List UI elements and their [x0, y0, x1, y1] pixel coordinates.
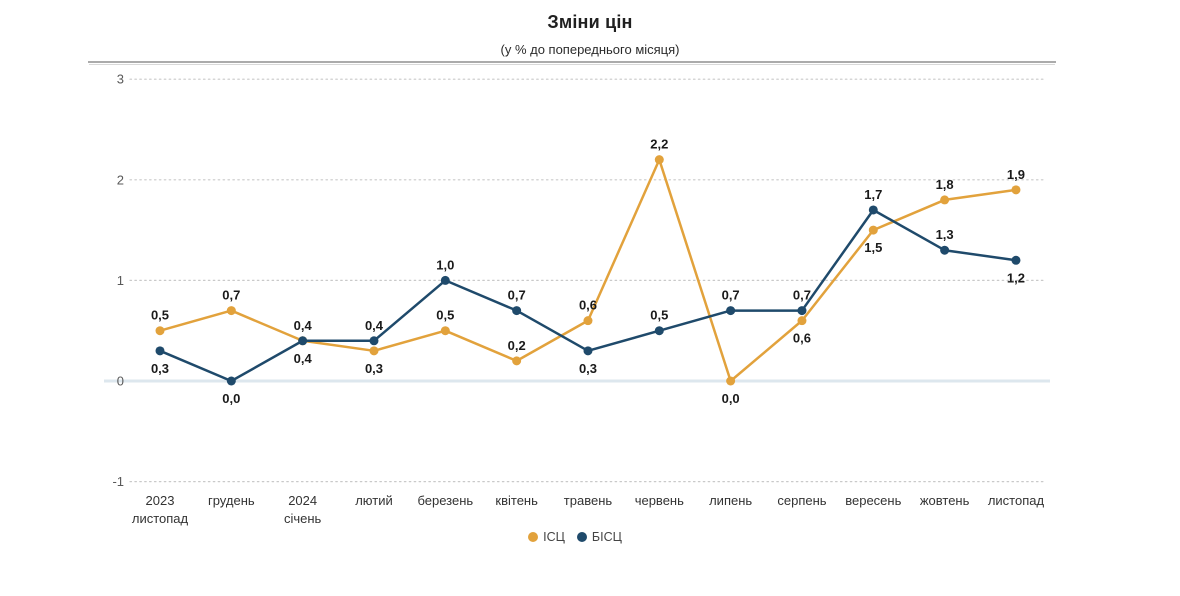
data-point-icp[interactable]	[155, 326, 165, 336]
x-tick-label: жовтень	[920, 493, 970, 508]
value-label-icp: 0,6	[793, 331, 811, 346]
legend-dot-bicp	[576, 532, 587, 542]
data-point-icp[interactable]	[369, 346, 379, 356]
legend-item-icp[interactable]: ІСЦ	[528, 530, 565, 544]
data-point-bicp[interactable]	[797, 306, 807, 316]
x-tick-label: лютий	[355, 493, 393, 508]
x-tick-label: січень	[284, 511, 322, 526]
data-point-icp[interactable]	[797, 316, 807, 326]
x-tick-label: травень	[564, 493, 613, 508]
value-label-icp: 2,2	[650, 137, 668, 152]
y-tick-label: 2	[117, 172, 124, 187]
value-label-icp: 0,5	[436, 308, 454, 323]
value-label-bicp: 1,2	[1007, 270, 1025, 285]
value-label-bicp: 0,3	[579, 361, 597, 376]
data-point-bicp[interactable]	[512, 306, 522, 316]
value-label-icp: 0,0	[722, 391, 740, 406]
series-line-bicp	[158, 208, 1018, 383]
data-point-bicp[interactable]	[298, 336, 308, 346]
chart-legend: ІСЦ БІСЦ	[100, 527, 1050, 547]
x-tick-label: листопад	[132, 511, 189, 526]
x-tick-label: 2024	[288, 493, 317, 508]
data-point-icp[interactable]	[1011, 185, 1021, 195]
data-point-icp[interactable]	[512, 356, 522, 366]
data-point-icp[interactable]	[940, 195, 950, 205]
chart-title: Зміни цін	[547, 12, 633, 32]
data-point-bicp[interactable]	[654, 326, 664, 336]
value-label-bicp: 1,0	[436, 257, 454, 272]
x-tick-label: червень	[635, 493, 684, 508]
x-tick-label: серпень	[777, 493, 826, 508]
x-tick-label: листопад	[988, 493, 1045, 508]
legend-dot-icp	[528, 532, 539, 542]
x-tick-label: липень	[709, 493, 752, 508]
value-label-icp: 1,9	[1007, 167, 1025, 182]
value-label-bicp: 0,7	[793, 288, 811, 303]
data-point-icp[interactable]	[868, 225, 878, 235]
value-label-bicp: 0,5	[650, 308, 668, 323]
value-label-icp: 1,5	[864, 240, 882, 255]
data-point-icp[interactable]	[226, 306, 236, 316]
x-tick-label: грудень	[208, 493, 255, 508]
data-point-bicp[interactable]	[155, 346, 165, 356]
value-label-icp: 0,7	[222, 288, 240, 303]
legend-label-bicp: БІСЦ	[591, 530, 622, 544]
value-label-bicp: 0,0	[222, 391, 240, 406]
data-point-bicp[interactable]	[1011, 255, 1021, 265]
data-point-icp[interactable]	[440, 326, 450, 336]
y-tick-label: 3	[117, 72, 124, 87]
value-label-icp: 0,3	[365, 361, 383, 376]
value-label-bicp: 1,3	[936, 227, 954, 242]
y-tick-label: -1	[112, 474, 124, 489]
x-tick-label: квітень	[495, 493, 538, 508]
value-label-icp: 0,5	[151, 308, 169, 323]
y-tick-label: 0	[117, 374, 124, 389]
data-point-icp[interactable]	[583, 316, 593, 326]
data-point-bicp[interactable]	[226, 376, 236, 386]
value-label-bicp: 0,3	[151, 361, 169, 376]
value-label-icp: 0,6	[579, 298, 597, 313]
y-tick-label: 1	[117, 273, 124, 288]
value-label-icp: 1,8	[936, 177, 954, 192]
legend-item-bicp[interactable]: БІСЦ	[576, 530, 622, 544]
value-label-bicp: 0,7	[508, 288, 526, 303]
x-tick-label: вересень	[845, 493, 901, 508]
chart-subtitle: (у % до попереднього місяця)	[500, 42, 680, 57]
data-point-icp[interactable]	[726, 376, 736, 386]
value-label-bicp: 0,7	[722, 288, 740, 303]
value-label-bicp: 0,4	[294, 318, 313, 333]
value-label-bicp: 0,4	[365, 318, 384, 333]
legend-label-icp: ІСЦ	[543, 530, 565, 544]
value-label-icp: 0,4	[294, 351, 313, 366]
chart-header: Зміни цін (у % до попереднього місяця)	[0, 0, 1180, 57]
value-label-icp: 0,2	[508, 338, 526, 353]
data-point-bicp[interactable]	[868, 205, 878, 215]
data-point-bicp[interactable]	[440, 275, 450, 285]
data-point-bicp[interactable]	[583, 346, 593, 356]
x-tick-label: березень	[417, 493, 473, 508]
data-point-bicp[interactable]	[726, 306, 736, 316]
data-point-icp[interactable]	[654, 155, 664, 165]
value-label-bicp: 1,7	[864, 187, 882, 202]
data-point-bicp[interactable]	[940, 245, 950, 255]
data-point-bicp[interactable]	[369, 336, 379, 346]
x-tick-label: 2023	[146, 493, 175, 508]
